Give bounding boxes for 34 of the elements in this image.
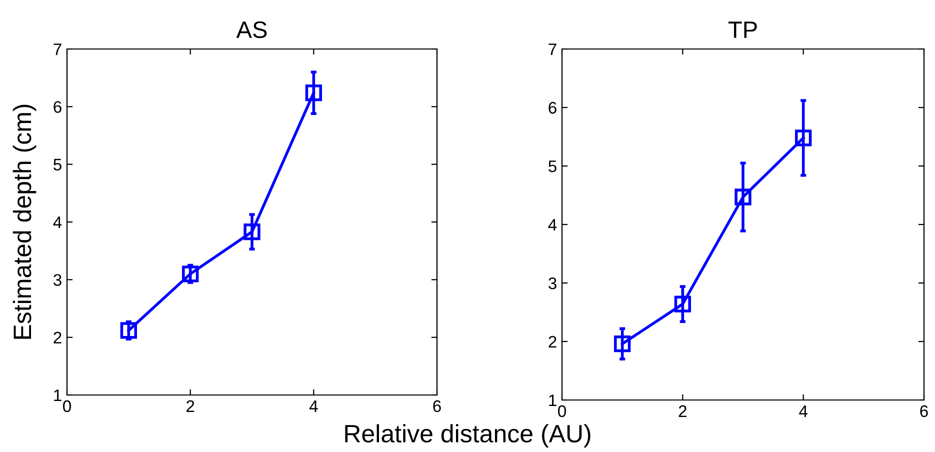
point <box>244 223 260 240</box>
point <box>305 84 322 102</box>
point <box>182 266 199 282</box>
y-tick-label: 3 <box>548 277 556 290</box>
y-tick-label: 3 <box>54 274 62 286</box>
x-tick-label: 0 <box>558 405 566 418</box>
point <box>674 296 691 312</box>
y-tick-label: 5 <box>54 158 62 171</box>
y-tick-label: 2 <box>548 336 556 348</box>
x-tick-label: 2 <box>678 405 686 417</box>
x-axis-title: Relative distance (AU) <box>345 424 590 448</box>
x-tick-label: 6 <box>433 400 441 412</box>
y-tick-label: 6 <box>54 101 62 113</box>
y-axis-title: Estimated depth (cm) <box>12 104 36 339</box>
point <box>734 188 752 206</box>
y-tick-label: 1 <box>54 390 62 402</box>
x-tick-label: 4 <box>799 405 808 417</box>
chart-title: AS <box>236 21 267 38</box>
y-tick-label: 7 <box>54 44 62 56</box>
y-tick-label: 6 <box>548 102 556 114</box>
point <box>614 336 631 352</box>
y-tick-label: 5 <box>548 160 556 172</box>
chart-title: TP <box>728 22 757 38</box>
x-tick-label: 4 <box>309 400 318 412</box>
y-tick-label: 7 <box>548 44 556 56</box>
y-tick-label: 4 <box>548 219 557 231</box>
x-tick-label: 6 <box>920 405 928 418</box>
y-tick-label: 2 <box>54 332 62 344</box>
y-tick-label: 1 <box>549 394 556 406</box>
x-tick-label: 2 <box>186 400 194 412</box>
x-tick-label: 0 <box>63 400 71 412</box>
point <box>120 322 137 339</box>
y-tick-label: 4 <box>53 216 62 228</box>
point <box>795 130 812 146</box>
